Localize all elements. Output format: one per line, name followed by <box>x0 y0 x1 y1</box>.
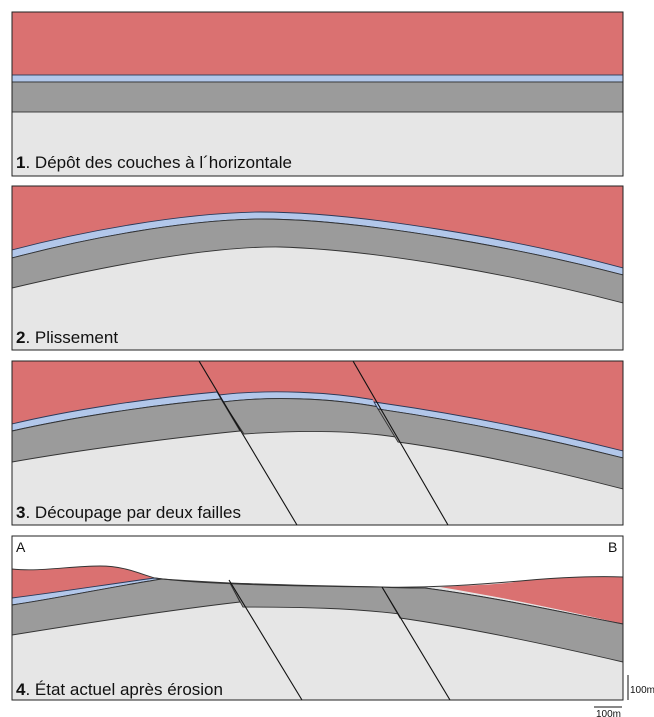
scale-bars: 100m 100m <box>594 675 654 717</box>
panel-4-right-middle-layer <box>381 586 623 663</box>
panel-3-fault-right <box>352 361 449 525</box>
panel-3-caption-text: . Découpage par deux failles <box>25 503 240 522</box>
panel-3-right-middle-layer <box>377 408 623 490</box>
panel-2-middle-layer <box>12 218 623 304</box>
panel-1-thin-layer <box>11 74 624 83</box>
panel-3-right-top-layer <box>353 361 623 451</box>
panel-3-frame <box>11 360 624 526</box>
panel-3-fault-left <box>198 361 298 525</box>
panel-3-left-top-layer <box>12 361 217 424</box>
profile-label-a: A <box>16 539 26 555</box>
panel-2-top-layer <box>12 186 623 268</box>
panel-2-number: 2 <box>16 328 25 347</box>
panel-4-caption: 4. État actuel après érosion <box>16 680 223 699</box>
profile-label-b: B <box>608 539 617 555</box>
panel-2-caption: 2. Plissement <box>16 328 118 347</box>
panel-2-caption-text: . Plissement <box>25 328 118 347</box>
panel-3-middle-top-layer <box>199 361 375 400</box>
panel-2: 2. Plissement <box>11 185 624 351</box>
panel-2-frame <box>11 185 624 351</box>
panel-4-number: 4 <box>16 680 26 699</box>
panel-3-number: 3 <box>16 503 25 522</box>
vertical-scale-label: 100m <box>630 685 654 696</box>
panel-4-left-top-layer <box>12 566 155 598</box>
panel-1-caption-text: . Dépôt des couches à l´horizontale <box>25 153 292 172</box>
panel-1-frame <box>11 11 624 177</box>
panel-4-fault-left <box>228 579 303 700</box>
panel-3-left-middle-layer <box>12 398 241 463</box>
panel-1: 1. Dépôt des couches à l´horizontale <box>11 11 624 177</box>
panel-4-caption-text: . État actuel après érosion <box>25 680 223 699</box>
panel-4-frame <box>11 535 624 701</box>
panel-4: A B 4. État actuel après érosion <box>11 535 624 701</box>
panel-1-caption: 1. Dépôt des couches à l´horizontale <box>16 153 292 172</box>
panel-1-top-layer <box>12 12 623 75</box>
panel-4-fault-right <box>381 586 451 700</box>
panel-1-number: 1 <box>16 153 25 172</box>
panel-1-middle-layer <box>11 81 624 113</box>
panel-4-erosion-surface <box>12 565 623 588</box>
panel-4-left-middle-layer <box>12 578 241 636</box>
horizontal-scale-label: 100m <box>596 709 621 717</box>
panel-3: 3. Découpage par deux failles <box>11 360 624 526</box>
panel-3-caption: 3. Découpage par deux failles <box>16 503 241 522</box>
panel-4-right-top-layer <box>440 576 623 624</box>
